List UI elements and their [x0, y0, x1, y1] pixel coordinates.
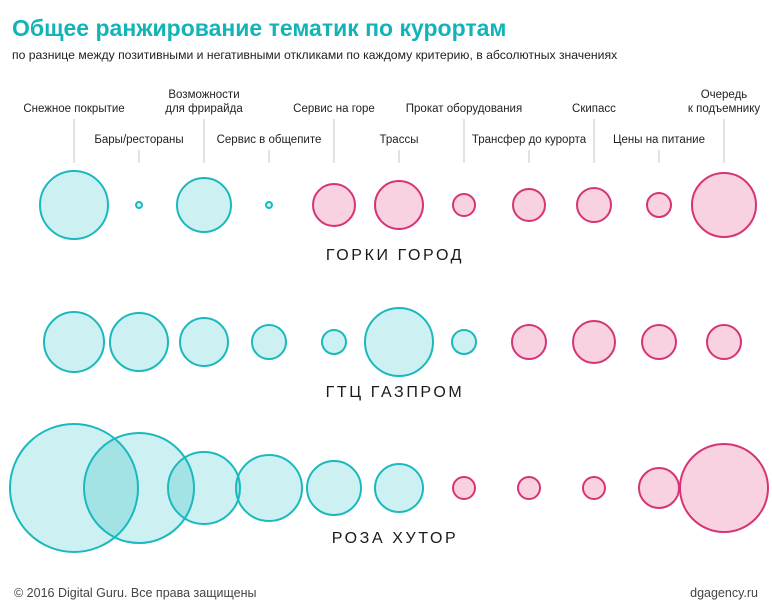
bubble-outline	[511, 324, 547, 360]
bubble-outline	[691, 172, 757, 238]
bubble-overlap	[84, 433, 138, 543]
negative-bubble	[512, 325, 546, 359]
category-label: Цены на питание	[613, 134, 705, 146]
category-label: Прокат оборудования	[406, 103, 522, 115]
chart-subtitle: по разнице между позитивными и негативны…	[12, 48, 617, 62]
bubble-outline	[176, 177, 232, 233]
category-label: Сервис в общепите	[217, 134, 322, 146]
negative-bubble	[583, 477, 605, 499]
positive-bubble	[307, 461, 361, 515]
negative-bubble	[577, 188, 611, 222]
bubble-outline	[641, 324, 677, 360]
positive-bubble	[40, 171, 108, 239]
category-label: Сервис на горе	[293, 103, 375, 115]
bubble-outline	[679, 443, 769, 533]
resort-label: ГТЦ ГАЗПРОМ	[326, 384, 465, 401]
bubble-layer: ГОРКИ ГОРОД ГТЦ ГАЗПРОМ РОЗА ХУТОР	[9, 170, 769, 553]
bubble-outline	[374, 180, 424, 230]
bubble-outline	[312, 183, 356, 227]
bubble-outline	[374, 463, 424, 513]
chart-title: Общее ранжирование тематик по курортам	[12, 15, 506, 41]
resort-label: РОЗА ХУТОР	[332, 530, 459, 547]
positive-bubble	[236, 455, 302, 521]
negative-bubble	[647, 193, 671, 217]
category-label: Снежное покрытие	[23, 103, 124, 115]
negative-bubble	[639, 468, 679, 508]
negative-bubble	[313, 184, 355, 226]
series-row: РОЗА ХУТОР	[9, 423, 769, 553]
bubble-outline	[43, 311, 105, 373]
positive-bubble	[177, 178, 231, 232]
resort-label: ГОРКИ ГОРОД	[326, 247, 464, 264]
copyright-text: © 2016 Digital Guru. Все права защищены	[14, 586, 256, 600]
bubble-outline	[572, 320, 616, 364]
bubble-outline	[582, 476, 606, 500]
bubble-outline	[39, 170, 109, 240]
category-label: для фрирайда	[165, 103, 243, 115]
category-label: Трансфер до курорта	[472, 134, 587, 146]
bubble-outline	[706, 324, 742, 360]
site-link[interactable]: dgagency.ru	[690, 586, 758, 600]
category-label-layer: Снежное покрытие Бары/рестораны Возможност…	[23, 89, 760, 163]
bubble-outline	[109, 312, 169, 372]
bubble-outline	[321, 329, 347, 355]
negative-bubble	[375, 181, 423, 229]
bubble-outline	[452, 476, 476, 500]
category-label: Скипасс	[572, 103, 616, 115]
bubble-outline	[251, 324, 287, 360]
negative-bubble	[453, 194, 475, 216]
positive-bubble	[110, 313, 168, 371]
bubble-outline	[364, 307, 434, 377]
bubble-outline	[646, 192, 672, 218]
negative-bubble	[692, 173, 756, 237]
bubble-outline	[265, 201, 273, 209]
positive-bubble	[322, 330, 346, 354]
bubble-outline	[452, 193, 476, 217]
bubble-outline	[179, 317, 229, 367]
bubble-outline	[235, 454, 303, 522]
category-label: Бары/рестораны	[94, 134, 183, 146]
negative-bubble	[453, 477, 475, 499]
bubble-outline	[576, 187, 612, 223]
bubble-outline	[9, 423, 139, 553]
bubble-outline	[451, 329, 477, 355]
series-row: ГТЦ ГАЗПРОМ	[43, 307, 742, 401]
positive-bubble	[44, 312, 104, 372]
positive-bubble	[252, 325, 286, 359]
negative-bubble	[680, 444, 768, 532]
negative-bubble	[642, 325, 676, 359]
bubble-outline	[306, 460, 362, 516]
category-label: Очередь	[701, 89, 748, 101]
positive-bubble	[365, 308, 433, 376]
negative-bubble	[513, 189, 545, 221]
negative-bubble	[707, 325, 741, 359]
bubble-outline	[135, 201, 143, 209]
category-label: к подъемнику	[688, 103, 760, 115]
positive-bubble	[180, 318, 228, 366]
bubble-outline	[517, 476, 541, 500]
negative-bubble	[518, 477, 540, 499]
category-label: Возможности	[168, 89, 239, 101]
bubble-overlap	[168, 452, 194, 524]
positive-bubble	[452, 330, 476, 354]
series-row: ГОРКИ ГОРОД	[39, 170, 757, 264]
bubble-outline	[83, 432, 195, 544]
category-label: Трассы	[380, 134, 419, 146]
bubble-outline	[167, 451, 241, 525]
bubble-outline	[512, 188, 546, 222]
positive-bubble	[375, 464, 423, 512]
negative-bubble	[573, 321, 615, 363]
